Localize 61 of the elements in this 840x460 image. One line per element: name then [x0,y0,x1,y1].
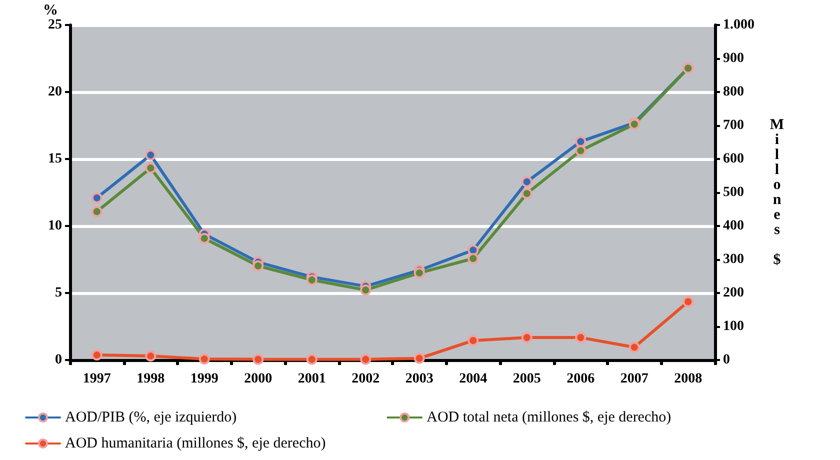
y2-tick-label: 0 [723,352,730,368]
point [91,192,102,204]
point [198,232,210,244]
x-tick-label: 2000 [244,372,272,386]
y2-tick-label: 200 [723,286,744,300]
point [91,206,102,218]
point [468,335,479,346]
x-tick-label: 2005 [512,372,541,386]
x-tick-label: 1999 [190,372,218,386]
y-tick-label: 15 [48,152,62,166]
point [468,252,479,264]
y2-tick-label: 1.000 [723,18,754,32]
point [682,296,694,308]
y-tick-label: 20 [48,84,62,100]
y2-tick-label: 900 [723,51,744,66]
legend-label: AOD/PIB (%, eje izquierdo) [65,410,237,426]
y2-tick-label: 400 [723,218,744,234]
point [575,136,586,148]
x-tick-label: 2008 [674,372,702,386]
point [306,274,318,286]
point [306,354,318,365]
y-tick-label: 25 [48,18,62,32]
point [360,284,372,296]
x-tick-label: 1997 [82,372,111,386]
text: Millones $ [770,117,784,268]
y-tick-label: 10 [48,218,62,234]
point [628,342,640,353]
point [145,149,156,160]
x-tick-label: 2007 [620,372,648,386]
legend-label: AOD total neta (millones $, eje derecho) [426,410,672,426]
y2-tick-label: 300 [723,252,744,267]
x-tick-label: 2004 [459,372,488,386]
point [145,350,156,362]
y2-tick-label: 800 [723,84,744,100]
point [521,176,532,188]
point [521,188,532,199]
x-tick-label: 2003 [405,372,434,386]
x-tick-label: 2006 [566,372,595,386]
y2-tick-label: 600 [723,152,744,166]
point [575,145,586,156]
point [145,162,156,174]
y2-tick-label: 700 [723,118,744,133]
point [414,352,425,364]
point [575,332,586,344]
y2-tick-label: 500 [723,185,744,200]
point [198,353,210,364]
point [91,349,102,360]
point [252,260,264,272]
x-tick-label: 1998 [136,372,165,386]
y-tick-label: 0 [55,352,62,368]
y-axis-title: % [43,2,58,19]
y-tick-label: 5 [55,286,62,300]
x-tick-label: 2002 [352,372,380,386]
legend-label: AOD humanitaria (millones $, eje derecho) [65,436,326,452]
y2-tick-label: 100 [723,319,744,334]
point [252,354,264,365]
x-tick-label: 2001 [298,372,326,386]
point [360,354,372,365]
point [468,244,479,256]
point [521,332,532,344]
point [414,267,425,278]
